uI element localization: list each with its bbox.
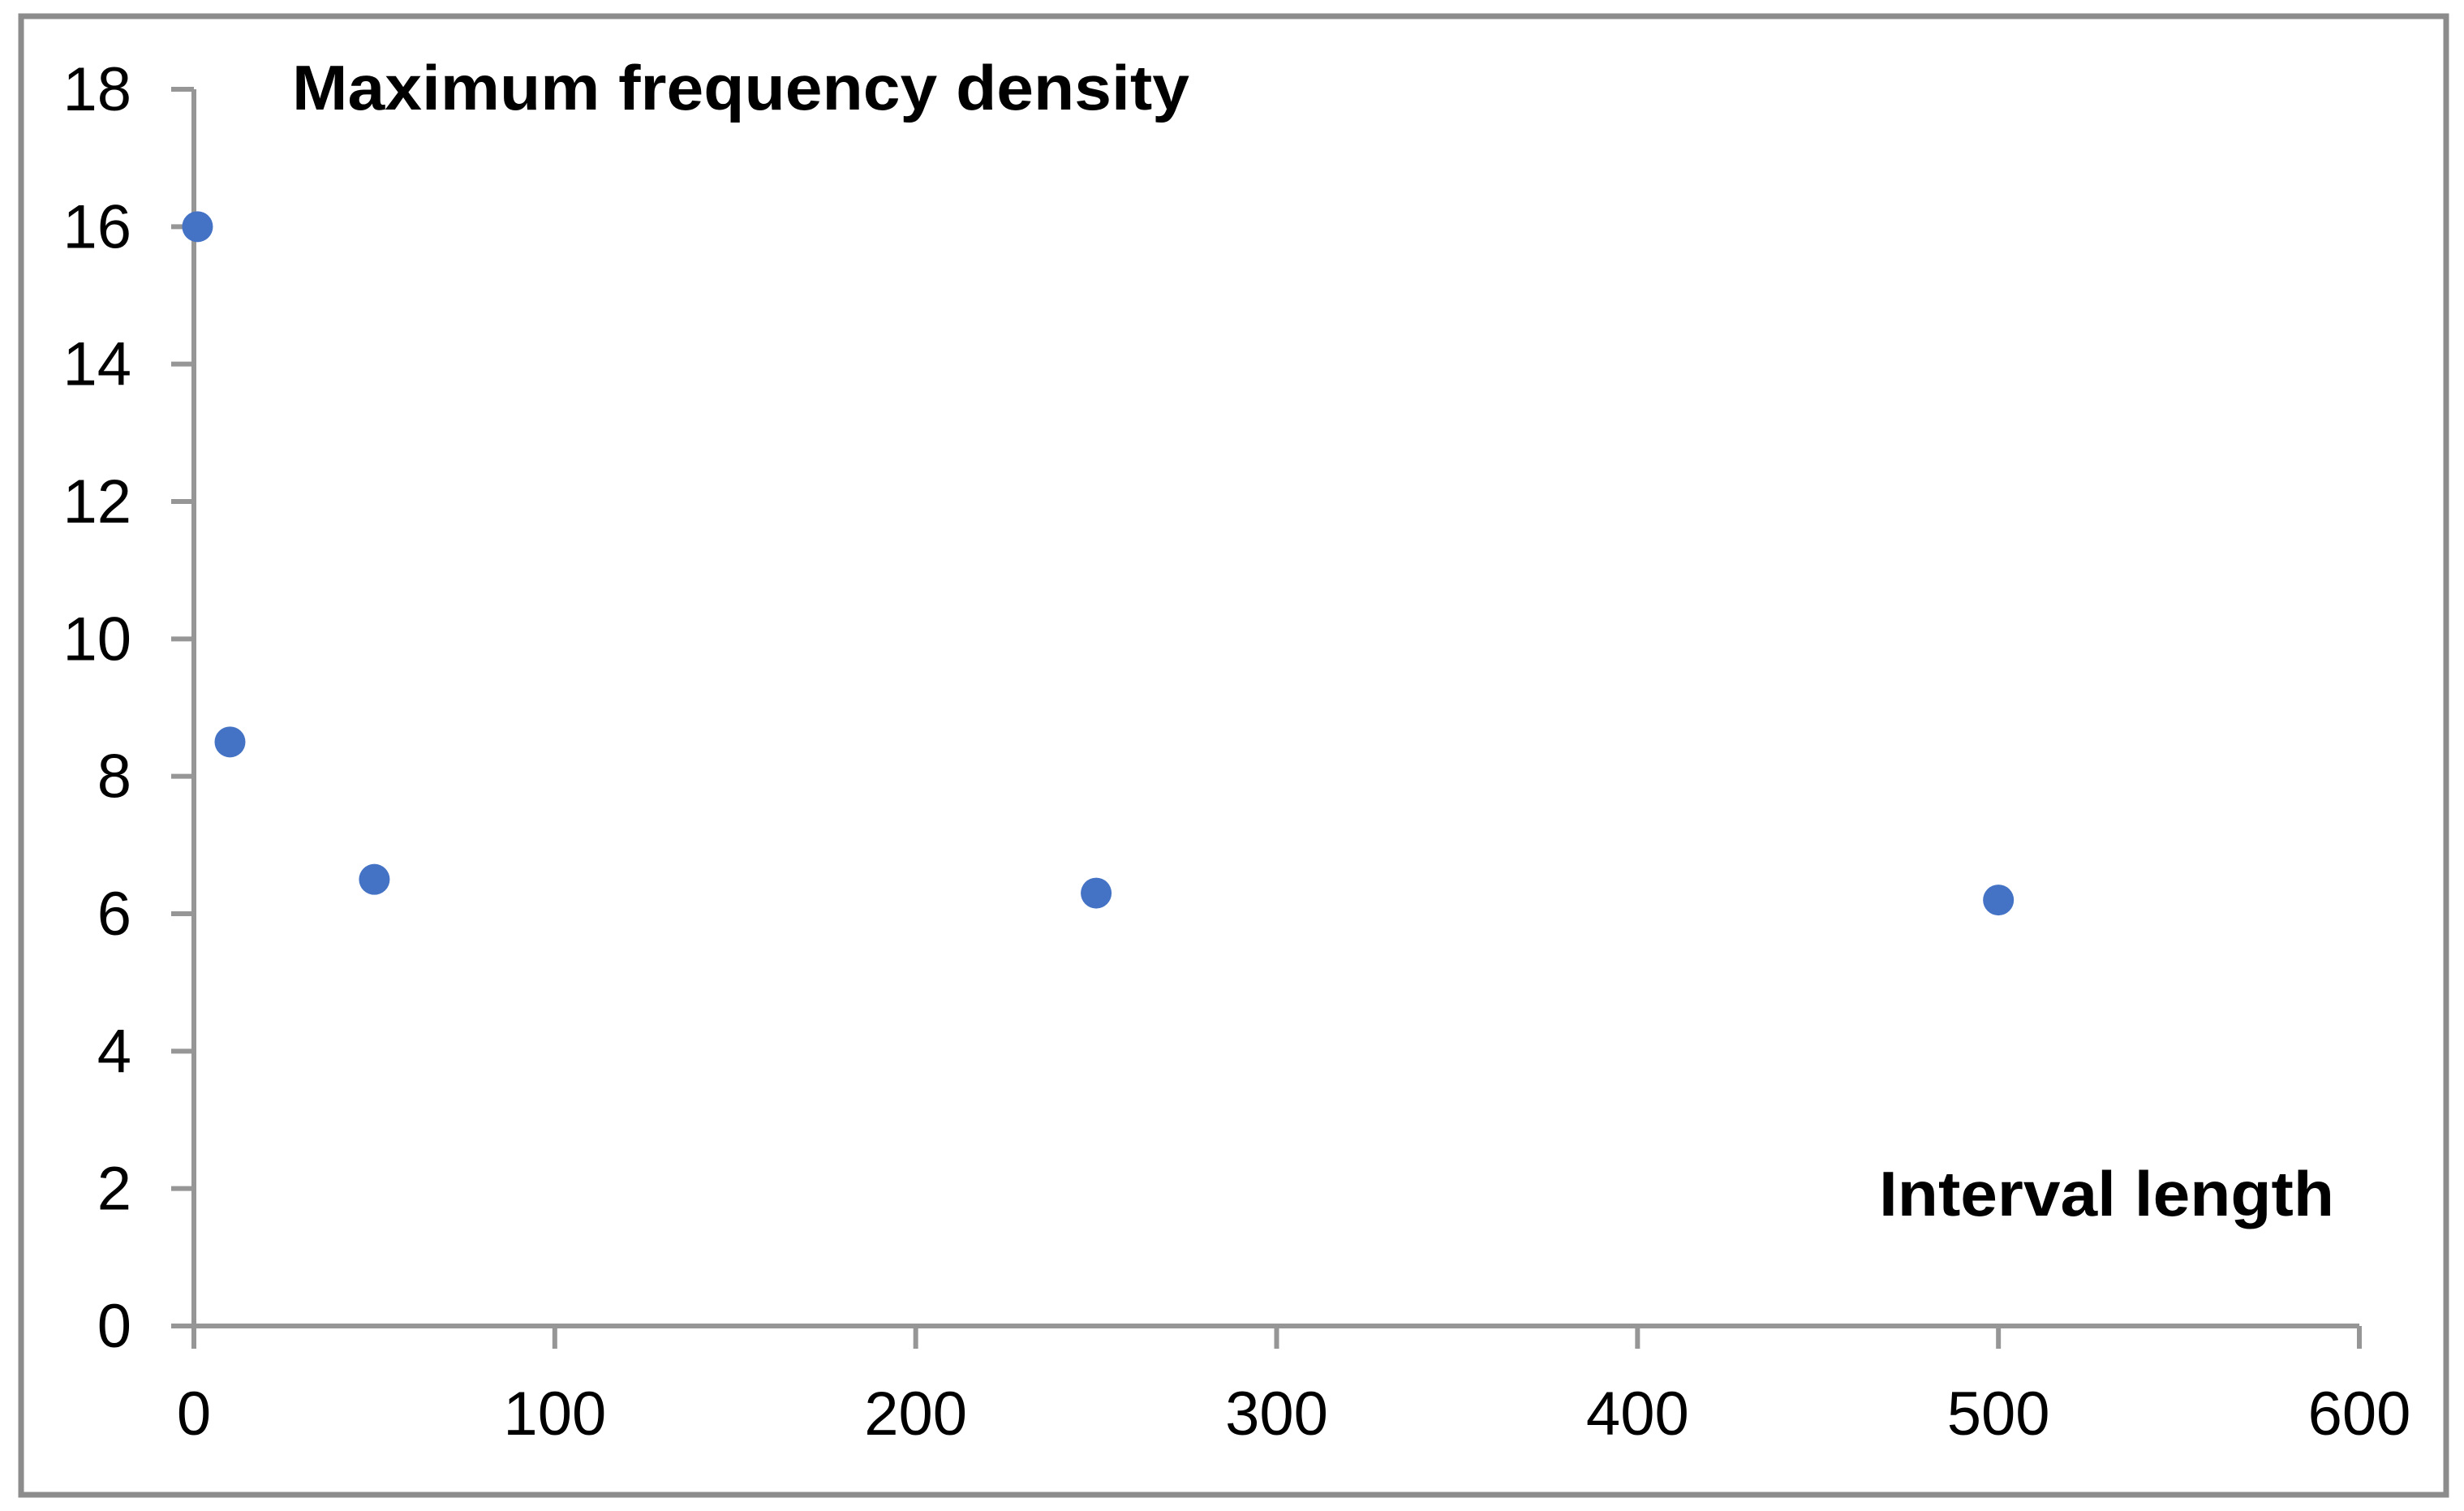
chart-border bbox=[18, 13, 2449, 1498]
x-tick-label: 500 bbox=[1947, 1380, 2050, 1449]
chart-title: Maximum frequency density bbox=[292, 52, 1189, 123]
y-tick-label: 16 bbox=[62, 192, 131, 261]
data-point bbox=[1081, 877, 1112, 909]
y-tick-label: 12 bbox=[62, 467, 131, 536]
data-point bbox=[359, 863, 390, 895]
data-points-group bbox=[182, 211, 2015, 916]
data-point bbox=[214, 726, 246, 758]
x-tick-label: 0 bbox=[177, 1380, 211, 1449]
data-point bbox=[1983, 885, 2015, 916]
y-tick-label: 6 bbox=[97, 880, 131, 949]
x-tick-label: 100 bbox=[503, 1380, 606, 1449]
y-axis-ticks: 0 2 4 6 8 10 12 14 16 18 bbox=[62, 55, 194, 1361]
y-tick-label: 8 bbox=[97, 743, 131, 811]
y-tick-label: 14 bbox=[62, 330, 131, 399]
data-point bbox=[182, 211, 213, 243]
x-tick-label: 200 bbox=[864, 1380, 967, 1449]
x-axis-ticks: 0 100 200 300 400 500 600 bbox=[177, 1326, 2411, 1449]
x-tick-label: 600 bbox=[2308, 1380, 2411, 1449]
y-tick-label: 18 bbox=[62, 55, 131, 124]
x-axis-label: Interval length bbox=[1879, 1158, 2334, 1229]
y-tick-label: 10 bbox=[62, 605, 131, 674]
x-tick-label: 300 bbox=[1225, 1380, 1328, 1449]
y-tick-label: 2 bbox=[97, 1155, 131, 1224]
y-tick-label: 0 bbox=[97, 1292, 131, 1361]
x-tick-label: 400 bbox=[1586, 1380, 1689, 1449]
y-tick-label: 4 bbox=[97, 1017, 131, 1086]
